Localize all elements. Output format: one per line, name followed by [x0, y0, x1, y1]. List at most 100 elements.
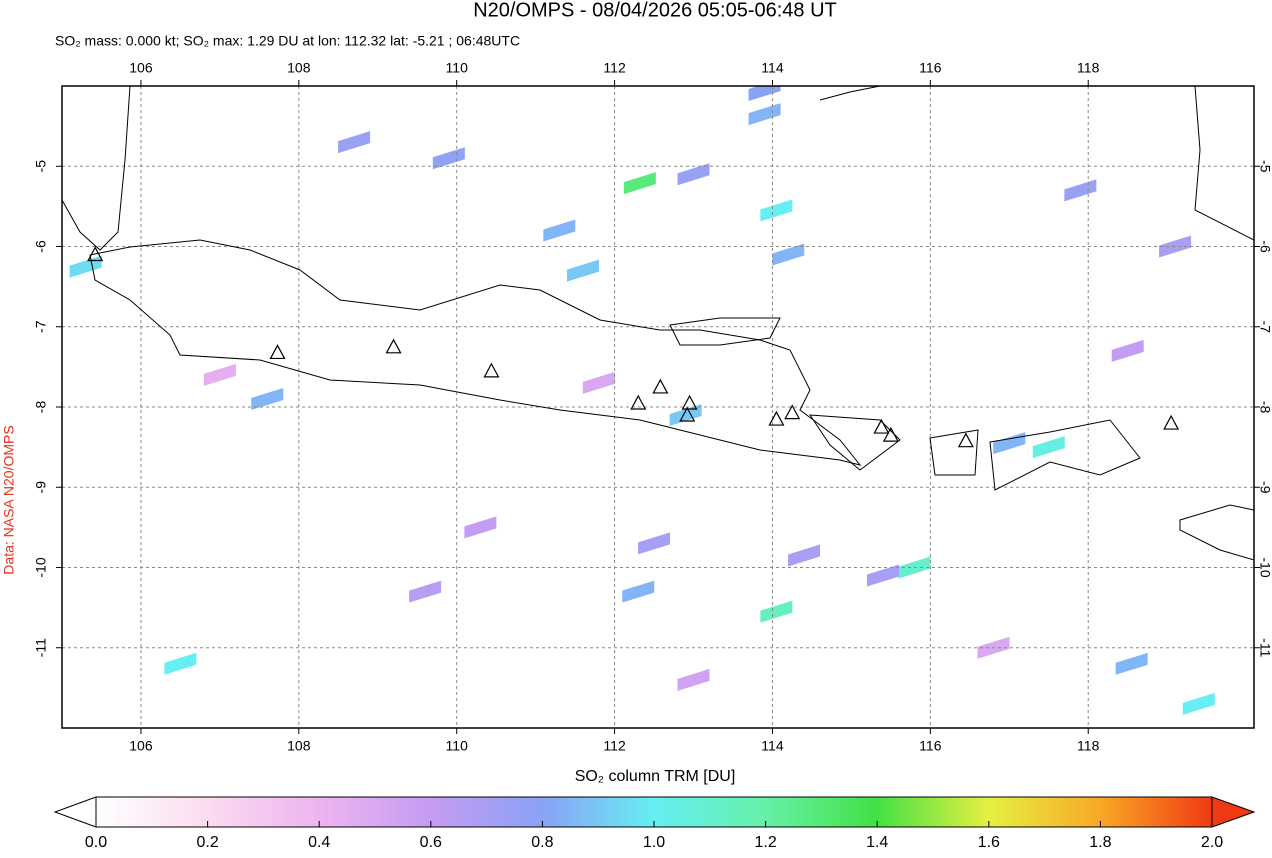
volcano — [784, 404, 801, 420]
so2-pixel — [1159, 235, 1192, 258]
x-tick-label: 114 — [761, 60, 784, 76]
x-tick-label: 108 — [287, 738, 311, 754]
so2-pixel — [203, 363, 236, 386]
x-tick-label: 112 — [603, 60, 626, 76]
colorbar-tick-label: 0.8 — [531, 834, 553, 851]
colorbar-low-arrow — [53, 796, 97, 828]
volcano-layer — [87, 246, 1180, 448]
plot-frame — [61, 85, 1255, 729]
so2-pixel — [1064, 179, 1097, 202]
volcano — [1163, 414, 1180, 430]
coast-bali — [809, 414, 901, 471]
x-tick-label: 108 — [287, 60, 311, 76]
y-tick-label: -10 — [33, 557, 49, 577]
colorbar-tick-label: 1.0 — [643, 834, 665, 851]
so2-pixel — [748, 103, 781, 126]
volcano — [681, 394, 698, 410]
x-tick-label: 106 — [129, 60, 153, 76]
coast-madura — [669, 317, 781, 346]
x-tick-label: 116 — [919, 738, 942, 754]
chart-title: N20/OMPS - 08/04/2026 05:05-06:48 UT — [473, 0, 837, 21]
x-tick-label: 118 — [1077, 738, 1100, 754]
y-tick-label: -11 — [1257, 638, 1272, 657]
x-tick-label: 112 — [603, 738, 626, 754]
so2-pixel — [338, 131, 371, 154]
chart-subtitle: SO₂ mass: 0.000 kt; SO₂ max: 1.29 DU at … — [55, 33, 520, 49]
colorbar-tick-label: 0.0 — [85, 834, 107, 851]
volcano — [679, 406, 696, 422]
volcano — [957, 432, 974, 448]
y-tick-label: -5 — [1257, 160, 1272, 173]
y-tick-label: -11 — [33, 638, 49, 657]
pixel-layer — [69, 86, 1215, 715]
volcano — [652, 378, 669, 394]
source-label: Data: NASA N20/OMPS — [1, 425, 17, 574]
so2-pixel — [251, 387, 284, 410]
so2-pixel — [582, 371, 615, 394]
so2-pixel — [69, 255, 102, 278]
colorbar-tick-label: 0.6 — [420, 834, 442, 851]
colorbar-tick-label: 0.4 — [308, 834, 330, 851]
grid-layer: 106 106 108 108 110 110 112 112 114 114 116 116 118 1… — [33, 60, 1272, 754]
x-tick-label: 110 — [446, 60, 469, 76]
y-tick-label: -9 — [1257, 481, 1272, 494]
coast-sumbawa — [989, 419, 1141, 491]
colorbar-label: SO₂ column TRM [DU] — [575, 768, 736, 785]
colorbar-tick-label: 1.2 — [754, 834, 776, 851]
colorbar-tick-label: 2.0 — [1201, 834, 1223, 851]
colorbar-ticks: 0.0 0.2 0.4 0.6 0.8 1.0 1.2 1.4 1.6 1.8 2.0 — [85, 821, 1223, 851]
x-tick-label: 114 — [761, 738, 784, 754]
so2-pixel — [788, 544, 821, 567]
so2-pixel — [760, 600, 793, 623]
so2-pixel — [760, 199, 793, 222]
so2-pixel — [748, 86, 781, 102]
so2-pixel — [993, 432, 1026, 455]
so2-pixel — [866, 564, 899, 587]
coast-java — [89, 239, 862, 466]
coastlines — [62, 86, 1254, 561]
y-tick-label: -6 — [1257, 240, 1272, 253]
coast-borneo — [819, 86, 1254, 241]
volcano — [882, 426, 899, 442]
so2-pixel — [638, 532, 671, 555]
volcano — [87, 246, 104, 262]
so2-pixel — [543, 219, 576, 242]
volcano — [269, 344, 286, 360]
colorbar-tick-label: 0.2 — [196, 834, 218, 851]
colorbar-tick-label: 1.4 — [866, 834, 888, 851]
y-tick-label: -7 — [33, 320, 49, 333]
so2-pixel — [677, 163, 710, 186]
coast-sumba — [1179, 504, 1254, 561]
so2-pixel — [772, 243, 805, 266]
so2-pixel — [1111, 339, 1144, 362]
y-tick-label: -9 — [33, 481, 49, 494]
volcano — [768, 410, 785, 426]
so2-pixel — [623, 172, 656, 195]
coast-sumatra — [62, 86, 131, 251]
so2-pixel — [164, 652, 197, 675]
so2-pixel — [1182, 692, 1215, 715]
x-tick-label: 110 — [446, 738, 469, 754]
colorbar-high-arrow — [1211, 796, 1256, 828]
y-tick-label: -6 — [33, 240, 49, 253]
coast-lombok — [929, 429, 979, 476]
volcano — [630, 394, 647, 410]
volcano — [873, 418, 890, 434]
so2-pixel — [622, 580, 655, 603]
volcano — [483, 362, 500, 378]
so2-pixel — [409, 580, 442, 603]
y-tick-label: -10 — [1257, 557, 1272, 577]
so2-pixel — [1032, 436, 1065, 459]
so2-pixel — [464, 516, 497, 539]
y-tick-label: -5 — [33, 160, 49, 173]
x-tick-label: 106 — [129, 738, 153, 754]
colorbar-tick-label: 1.6 — [978, 834, 1000, 851]
x-tick-label: 118 — [1077, 60, 1100, 76]
y-tick-label: -7 — [1257, 321, 1272, 334]
so2-pixel — [677, 668, 710, 691]
so2-pixel — [567, 259, 600, 282]
y-tick-label: -8 — [33, 401, 49, 414]
volcano — [385, 338, 402, 354]
